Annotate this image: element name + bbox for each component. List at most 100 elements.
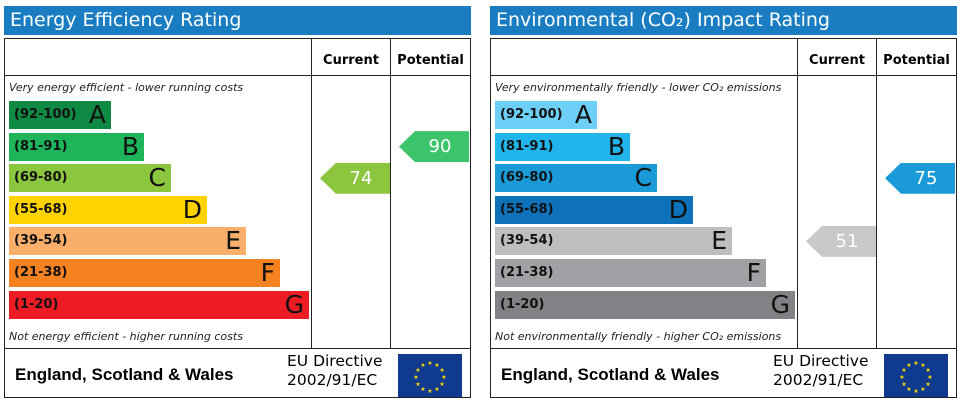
region-label: England, Scotland & Wales bbox=[501, 365, 720, 384]
directive-line1: EU Directive bbox=[773, 352, 869, 370]
band-range: (55-68) bbox=[500, 201, 554, 217]
eu-star-icon: ★ bbox=[901, 367, 906, 374]
current-rating-value: 74 bbox=[349, 167, 373, 189]
eu-star-icon: ★ bbox=[906, 362, 911, 369]
band-letter: G bbox=[284, 289, 304, 319]
eu-star-icon: ★ bbox=[420, 362, 425, 369]
band-range: (92-100) bbox=[500, 107, 563, 122]
eu-star-icon: ★ bbox=[439, 367, 444, 374]
eu-star-icon: ★ bbox=[899, 374, 904, 381]
band-range: (39-54) bbox=[14, 233, 68, 249]
band-letter: B bbox=[121, 131, 139, 161]
eu-star-icon: ★ bbox=[913, 360, 918, 367]
top-note: Very energy efficient - lower running co… bbox=[9, 81, 244, 94]
current-rating-arrow: 74 bbox=[320, 162, 390, 194]
directive-line1: EU Directive bbox=[287, 352, 383, 370]
eu-star-icon: ★ bbox=[920, 386, 925, 393]
eu-star-icon: ★ bbox=[434, 362, 439, 369]
band-range: (39-54) bbox=[500, 233, 554, 249]
band-letter: B bbox=[607, 131, 625, 161]
rating-band-d: (55-68) D bbox=[495, 194, 693, 224]
current-column-header: Current bbox=[323, 53, 379, 68]
footer-divider bbox=[5, 348, 470, 349]
rating-band-f: (21-38) F bbox=[495, 258, 766, 287]
rating-table: Current Potential Very energy efficient … bbox=[4, 38, 471, 398]
bottom-note: Not environmentally friendly - higher CO… bbox=[495, 330, 782, 343]
column-divider bbox=[311, 39, 312, 349]
directive-line2: 2002/91/EC bbox=[287, 371, 378, 389]
rating-band-g: (1-20) G bbox=[495, 289, 795, 319]
rating-band-c: (69-80) C bbox=[495, 163, 657, 193]
eu-directive: EU Directive 2002/91/EC bbox=[773, 352, 869, 390]
eu-star-icon: ★ bbox=[427, 360, 432, 367]
panel-title: Energy Efficiency Rating bbox=[4, 6, 471, 35]
band-range: (21-38) bbox=[14, 265, 68, 280]
rating-band-b: (81-91) B bbox=[495, 131, 630, 161]
current-rating-value: 51 bbox=[835, 230, 859, 252]
eu-star-icon: ★ bbox=[925, 381, 930, 388]
eu-star-icon: ★ bbox=[413, 374, 418, 381]
band-letter: D bbox=[668, 194, 688, 224]
header-divider bbox=[5, 75, 470, 76]
band-range: (69-80) bbox=[14, 170, 68, 186]
band-letter: G bbox=[770, 289, 790, 319]
eu-star-icon: ★ bbox=[427, 388, 432, 395]
rating-band-g: (1-20) G bbox=[9, 289, 309, 319]
directive-line2: 2002/91/EC bbox=[773, 371, 864, 389]
band-letter: C bbox=[148, 163, 166, 193]
potential-rating-arrow: 90 bbox=[399, 131, 469, 163]
rating-band-e: (39-54) E bbox=[9, 226, 246, 256]
band-range: (21-38) bbox=[500, 265, 554, 280]
band-letter: F bbox=[260, 258, 275, 287]
rating-band-f: (21-38) F bbox=[9, 258, 280, 287]
column-divider bbox=[797, 39, 798, 349]
band-range: (81-91) bbox=[500, 138, 554, 154]
rating-band-d: (55-68) D bbox=[9, 194, 207, 224]
eu-star-icon: ★ bbox=[415, 381, 420, 388]
potential-rating-arrow: 75 bbox=[885, 162, 955, 194]
eu-star-icon: ★ bbox=[441, 374, 446, 381]
energy-efficiency-panel: Energy Efficiency Rating Current Potenti… bbox=[4, 6, 471, 398]
band-range: (92-100) bbox=[14, 107, 77, 122]
band-letter: F bbox=[746, 258, 761, 287]
header-divider bbox=[491, 75, 956, 76]
eu-star-icon: ★ bbox=[925, 367, 930, 374]
footer-divider bbox=[491, 348, 956, 349]
band-letter: E bbox=[711, 226, 727, 256]
current-column-header: Current bbox=[809, 53, 865, 68]
band-letter: D bbox=[182, 194, 202, 224]
bottom-note: Not energy efficient - higher running co… bbox=[9, 330, 243, 343]
potential-column-header: Potential bbox=[397, 53, 464, 68]
band-letter: A bbox=[88, 100, 106, 129]
eu-flag-icon: ★ ★★★★★★★★★★★ bbox=[398, 354, 462, 397]
eu-directive: EU Directive 2002/91/EC bbox=[287, 352, 383, 390]
eu-star-icon: ★ bbox=[927, 374, 932, 381]
rating-table: Current Potential Very environmentally f… bbox=[490, 38, 957, 398]
band-letter: A bbox=[574, 100, 592, 129]
band-range: (69-80) bbox=[500, 170, 554, 186]
top-note: Very environmentally friendly - lower CO… bbox=[495, 81, 782, 94]
rating-band-b: (81-91) B bbox=[9, 131, 144, 161]
band-range: (55-68) bbox=[14, 201, 68, 217]
potential-column-header: Potential bbox=[883, 53, 950, 68]
eu-star-icon: ★ bbox=[439, 381, 444, 388]
rating-band-a: (92-100) A bbox=[495, 100, 597, 129]
potential-rating-value: 90 bbox=[428, 136, 452, 158]
band-range: (1-20) bbox=[14, 296, 59, 312]
rating-band-e: (39-54) E bbox=[495, 226, 732, 256]
column-divider bbox=[876, 39, 877, 349]
eu-star-icon: ★ bbox=[906, 386, 911, 393]
band-letter: E bbox=[225, 226, 241, 256]
eu-star-icon: ★ bbox=[920, 362, 925, 369]
panel-title: Environmental (CO₂) Impact Rating bbox=[490, 6, 957, 35]
eu-star-icon: ★ bbox=[420, 386, 425, 393]
current-rating-arrow: 51 bbox=[806, 225, 876, 257]
eu-star-icon: ★ bbox=[434, 386, 439, 393]
environmental-impact-panel: Environmental (CO₂) Impact Rating Curren… bbox=[490, 6, 957, 398]
eu-flag-icon: ★ ★★★★★★★★★★★ bbox=[884, 354, 948, 397]
region-label: England, Scotland & Wales bbox=[15, 365, 234, 384]
rating-band-c: (69-80) C bbox=[9, 163, 171, 193]
column-divider bbox=[390, 39, 391, 349]
band-range: (1-20) bbox=[500, 296, 545, 312]
band-letter: C bbox=[634, 163, 652, 193]
